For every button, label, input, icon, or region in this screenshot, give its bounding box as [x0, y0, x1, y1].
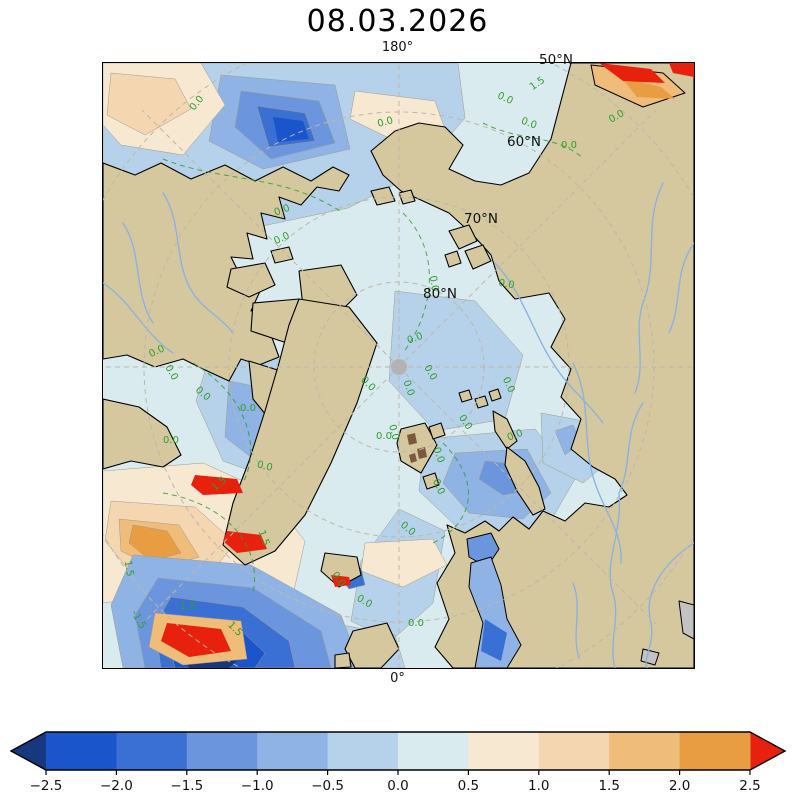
eurasia: [370, 63, 694, 668]
colorbar-cells: [9, 731, 787, 771]
colorbar-tick-label: 0.0: [387, 778, 408, 794]
colorbar-tick-label: 1.0: [528, 778, 549, 794]
great-britain: [344, 622, 400, 668]
colorbar: −2.5 −2.0 −1.5 −1.0 −0.5 0.0 0.5 1.0 1.5 2.0 2.5: [9, 731, 787, 794]
colorbar-tick-label: 1.5: [598, 778, 619, 794]
contour-label: 0.0: [376, 115, 394, 130]
colorbar-segment: [46, 732, 117, 770]
contour-label: -1.5: [176, 601, 196, 612]
landmasses: [103, 63, 694, 668]
okhotsk-warm-band: [590, 63, 694, 108]
contour-label: 0.0: [273, 203, 292, 219]
longitude-label-180: 180°: [381, 40, 414, 55]
graticule: [103, 63, 694, 668]
arctic-map-canvas: 0.00.00.00.01.50.00.00.00.0 0.00.00.0 0.00…: [103, 63, 694, 668]
contour-label: 0.0: [408, 618, 424, 629]
colorbar-segment: [398, 732, 469, 770]
contour-label: 0.0: [376, 431, 392, 442]
colorbar-tick-label: 0.5: [458, 778, 479, 794]
greenland: [222, 298, 378, 566]
longitude-label-0: 0°: [390, 671, 405, 686]
contour-label: 0.0: [427, 275, 441, 293]
contour-label: 0.0: [406, 331, 425, 347]
atlantic-cold-anomaly: [110, 554, 366, 668]
contour-label: 0.0: [520, 116, 539, 132]
colorbar-tick-label: −1.0: [241, 778, 274, 794]
contour-label: 0.0: [400, 379, 416, 398]
contour-label: 1.5: [255, 529, 271, 548]
labrador: [103, 398, 182, 470]
map-plot-area: 0.0 0.0 0.0 0.0 1.5 0.0 0.0 0.0 0.0 0.0 0.0 0.0 0.0 0…: [102, 62, 695, 669]
colorbar-ticks: −2.5 −2.0 −1.5 −1.0 −0.5 0.0 0.5 1.0 1.5 2.0 2.5: [30, 770, 761, 794]
rivers: [103, 182, 694, 668]
contour-label: 0.0: [386, 423, 401, 441]
zero-contour-lines: [162, 122, 584, 594]
pole-marker: [391, 359, 407, 375]
novaya-zemlya: [492, 410, 518, 450]
colorbar-segment: [468, 732, 540, 770]
colorbar-segment: [257, 732, 329, 770]
colorbar-segment: [116, 732, 188, 770]
colorbar-segment: [679, 732, 751, 770]
colorbar-segment: [186, 732, 258, 770]
contour-label: 0.0: [506, 428, 525, 444]
inland-seas: [466, 532, 694, 668]
colorbar-segment: [327, 732, 399, 770]
colorbar-tick-label: 2.5: [739, 778, 760, 794]
contour-label: 1.5: [122, 560, 136, 578]
figure-title: 08.03.2026: [306, 4, 489, 39]
colorbar-tick-label: −0.5: [311, 778, 344, 794]
contour-label: 0.0: [256, 459, 274, 474]
contour-label: 0.0: [163, 435, 179, 446]
colorbar-tick-label: −2.5: [30, 778, 63, 794]
colorbar-segment: [538, 732, 610, 770]
contour-label: 0.0: [240, 403, 256, 414]
svalbard: [396, 422, 438, 474]
contour-label: 0.0: [561, 140, 577, 151]
contour-label: 0.0: [498, 278, 516, 292]
severnaya-zemlya: [448, 224, 478, 250]
colorbar-segment: [609, 732, 681, 770]
contour-label: 0.0: [430, 446, 446, 465]
colorbar-tick-label: −2.0: [100, 778, 133, 794]
colorbar-tick-label: −1.5: [170, 778, 203, 794]
colorbar-tick-label: 2.0: [669, 778, 690, 794]
